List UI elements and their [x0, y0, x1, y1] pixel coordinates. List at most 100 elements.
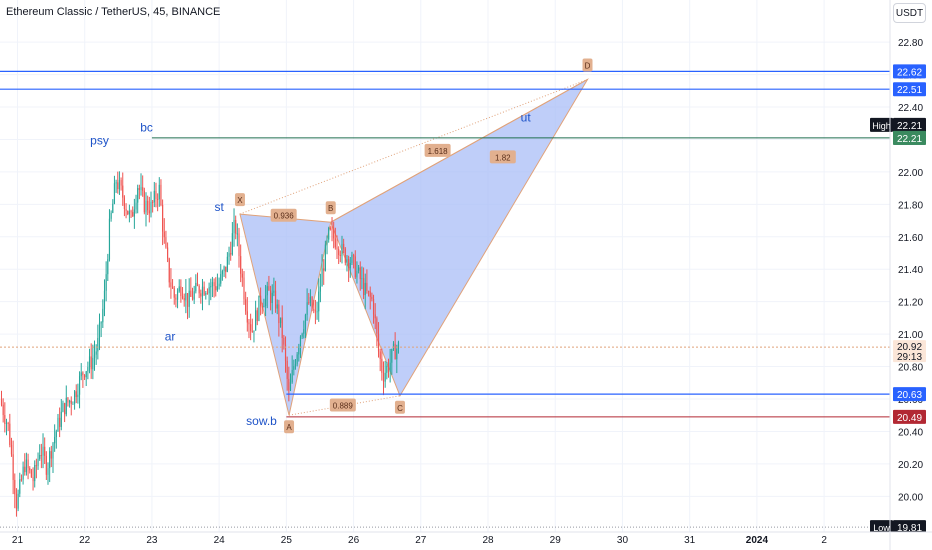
- candle-body: [153, 190, 155, 203]
- time-tick-label: 24: [214, 535, 226, 546]
- horizontal-levels: [0, 70, 890, 528]
- candle-body: [55, 431, 57, 438]
- candle-body: [87, 367, 89, 372]
- candle-body: [248, 322, 250, 325]
- candle-body: [176, 291, 179, 300]
- candle-body: [278, 304, 280, 324]
- candle-body: [381, 358, 383, 373]
- candle-body: [133, 209, 135, 217]
- pattern-ratio-tag: [329, 398, 356, 412]
- candle-body: [367, 290, 370, 292]
- time-tick-label: 22: [79, 535, 91, 546]
- candle-body: [265, 295, 267, 306]
- candle-body: [83, 375, 86, 378]
- price-level-tag: [893, 82, 926, 97]
- candle-body: [188, 290, 190, 307]
- candle-body: [225, 266, 227, 272]
- candle-body: [77, 394, 79, 398]
- candle-body: [331, 228, 333, 230]
- candle-body: [135, 202, 137, 210]
- candle-body: [52, 443, 54, 459]
- current-price-countdown: 29:13: [897, 352, 922, 363]
- candles: [0, 171, 400, 517]
- candle-body: [255, 310, 257, 331]
- pattern-point-B: B: [328, 204, 333, 213]
- candle-body: [301, 333, 303, 337]
- pattern-ratio-tag: [489, 150, 516, 164]
- candle-body: [268, 286, 270, 291]
- candle-body: [329, 228, 331, 230]
- price-level-tag-label: 22.62: [897, 67, 922, 78]
- candle-body: [27, 459, 29, 469]
- candle-body: [123, 197, 125, 210]
- candle-body: [354, 256, 356, 278]
- candle-body: [364, 282, 366, 296]
- candle-body: [273, 290, 275, 293]
- candle-body: [143, 190, 145, 213]
- candle-body: [308, 302, 310, 304]
- candle-body: [243, 277, 245, 300]
- price-tick-label: 21.00: [898, 330, 923, 341]
- candle-body: [372, 299, 375, 315]
- time-tick-label: 2024: [746, 535, 769, 546]
- annotation-st: st: [214, 200, 224, 214]
- price-tick-label: 21.40: [898, 265, 923, 276]
- time-tick-label: 28: [482, 535, 494, 546]
- candle-body: [323, 268, 325, 271]
- candle-body: [289, 382, 292, 391]
- candle-body: [72, 403, 74, 405]
- candle-body: [171, 286, 174, 289]
- candle-body: [377, 333, 380, 352]
- candle-body: [125, 209, 127, 211]
- candle-body: [251, 330, 253, 332]
- green-level-tag: [893, 130, 926, 145]
- candle-body: [12, 454, 14, 480]
- candle-body: [279, 317, 282, 324]
- candle-body: [62, 403, 64, 412]
- candle-body: [382, 372, 385, 382]
- candle-body: [206, 293, 209, 295]
- candle-body: [334, 238, 336, 248]
- price-tick-label: 22.80: [898, 38, 923, 49]
- candle-body: [158, 184, 160, 200]
- candle-body: [196, 282, 199, 287]
- candle-body: [274, 290, 277, 309]
- candle-body: [361, 278, 363, 280]
- candle-body: [157, 199, 159, 201]
- candle-body: [19, 479, 21, 494]
- chart-title: Ethereum Classic / TetherUS, 45, BINANCE: [6, 6, 221, 18]
- candle-body: [362, 278, 365, 296]
- candle-body: [122, 185, 124, 198]
- candle-body: [309, 297, 312, 303]
- candle-body: [42, 446, 44, 456]
- candle-body: [162, 204, 164, 232]
- candle-body: [100, 322, 102, 324]
- candle-body: [30, 470, 32, 478]
- candle-body: [228, 253, 230, 257]
- candle-body: [203, 286, 205, 295]
- candle-body: [344, 248, 346, 263]
- candle-body: [60, 411, 62, 427]
- candle-body: [160, 184, 162, 205]
- candle-body: [198, 286, 200, 294]
- currency-button[interactable]: USDT: [893, 3, 926, 23]
- candle-body: [50, 451, 52, 459]
- candle-body: [132, 212, 134, 217]
- candle-body: [54, 437, 56, 444]
- candle-body: [230, 253, 232, 255]
- candle-body: [25, 459, 27, 473]
- pattern-point-tag: [394, 400, 405, 414]
- candle-body: [44, 446, 46, 456]
- candle-body: [0, 399, 3, 405]
- candle-body: [333, 229, 335, 239]
- time-tick-label: 29: [550, 535, 562, 546]
- candle-body: [155, 190, 157, 200]
- candle-body: [165, 237, 167, 248]
- candle-body: [358, 267, 360, 271]
- candle-body: [128, 211, 130, 215]
- candle-body: [238, 233, 240, 257]
- candle-body: [93, 354, 96, 358]
- candle-body: [341, 243, 343, 256]
